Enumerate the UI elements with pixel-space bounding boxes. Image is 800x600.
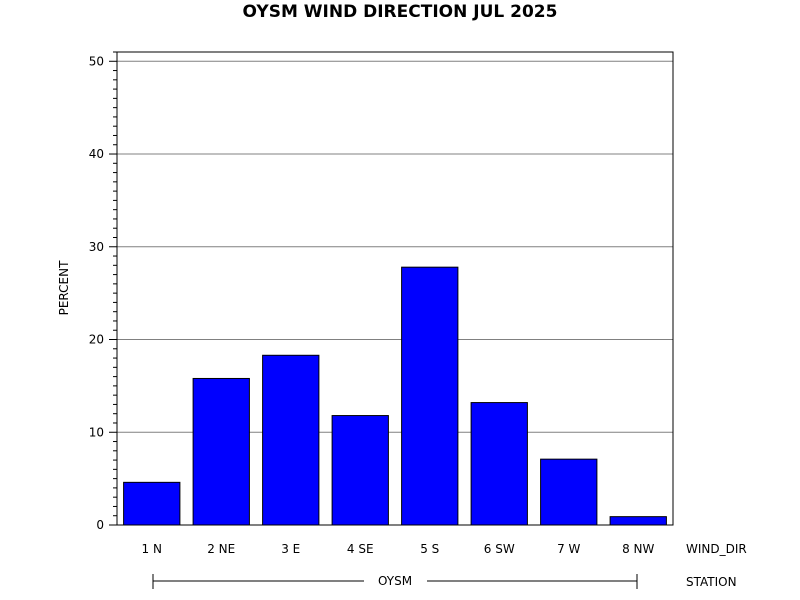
- bar: [609, 516, 667, 526]
- chart-title: OYSM WIND DIRECTION JUL 2025: [243, 2, 558, 22]
- y-axis: 0 10 20 30 40 50: [89, 51, 117, 532]
- bar: [540, 458, 598, 526]
- y-tick-label: 10: [89, 425, 104, 439]
- x-tick-label: 8 NW: [622, 542, 654, 556]
- x-tick-label: 6 SW: [484, 542, 515, 556]
- bar: [123, 481, 181, 526]
- station-label: STATION: [686, 575, 737, 589]
- station-value: OYSM: [378, 574, 412, 588]
- x-tick-label: 2 NE: [207, 542, 235, 556]
- x-tick-label: 5 S: [420, 542, 439, 556]
- x-tick-label: 1 N: [142, 542, 162, 556]
- x-axis-label: WIND_DIR: [686, 542, 747, 556]
- bar: [192, 377, 250, 526]
- x-tick-label: 4 SE: [347, 542, 374, 556]
- bar: [401, 266, 459, 526]
- y-tick-label: 0: [96, 518, 104, 532]
- bar: [470, 402, 528, 526]
- x-tick-labels: 1 N 2 NE 3 E 4 SE 5 S 6 SW 7 W 8 NW: [142, 542, 655, 556]
- x-tick-label: 3 E: [281, 542, 300, 556]
- y-tick-label: 30: [89, 240, 104, 254]
- plot-frame: [116, 51, 674, 526]
- bars: [123, 266, 667, 526]
- x-tick-label: 7 W: [557, 542, 580, 556]
- gridlines: [117, 60, 673, 433]
- y-tick-label: 20: [89, 333, 104, 347]
- y-tick-label: 40: [89, 147, 104, 161]
- bar: [262, 354, 320, 526]
- bar: [331, 415, 389, 526]
- y-tick-label: 50: [89, 54, 104, 68]
- y-axis-label: PERCENT: [57, 260, 71, 315]
